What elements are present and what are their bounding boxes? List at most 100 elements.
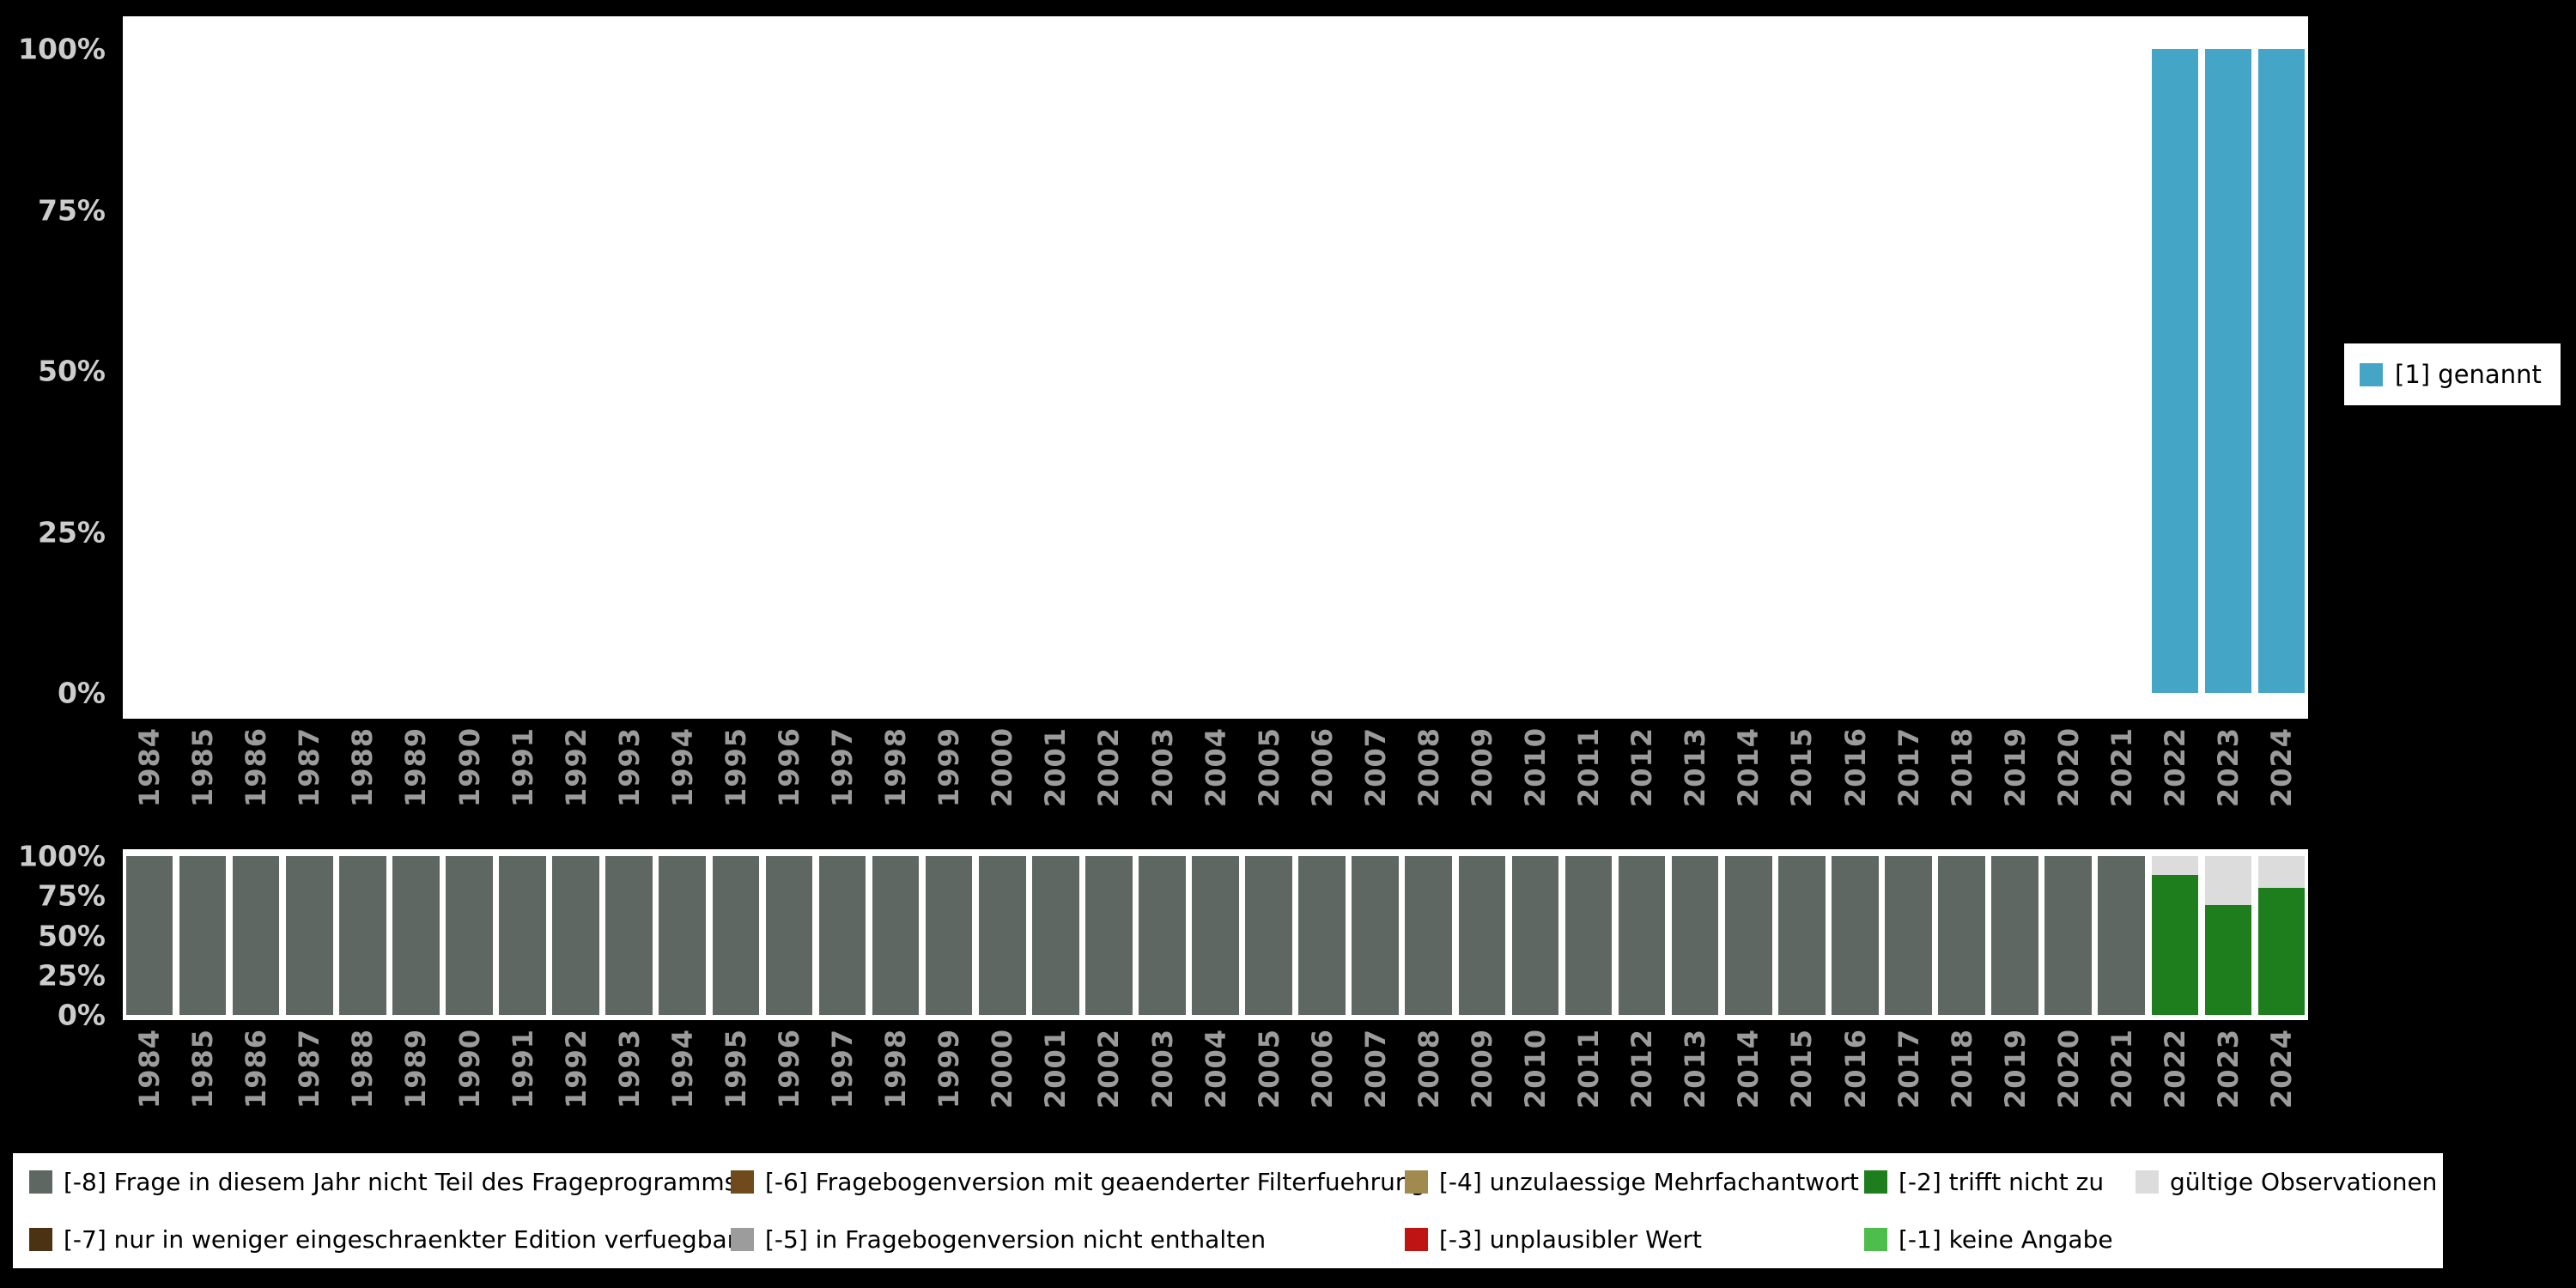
x-tick-2015: 2015 (1775, 727, 1828, 832)
x-tick-label: 2000 (986, 1029, 1019, 1109)
x-tick-label: 2017 (1892, 1029, 1925, 1109)
bar-segment-2007-miss8 (1352, 856, 1400, 1015)
x-tick-2010: 2010 (1509, 727, 1562, 832)
x-tick-1989: 1989 (389, 727, 442, 832)
legend-item: gültige Observationen (2136, 1168, 2443, 1196)
x-tick-label: 1995 (719, 727, 752, 808)
bar-segment-2005-miss8 (1245, 856, 1292, 1015)
x-tick-2013: 2013 (1668, 1029, 1722, 1133)
legend-label: [-1] keine Angabe (1899, 1225, 2113, 1254)
x-tick-1988: 1988 (336, 1029, 389, 1133)
x-tick-1996: 1996 (762, 727, 816, 832)
x-tick-2016: 2016 (1829, 727, 1882, 832)
x-tick-2003: 2003 (1135, 727, 1188, 832)
x-tick-label: 1995 (719, 1029, 752, 1109)
x-tick-2008: 2008 (1402, 1029, 1455, 1133)
x-tick-label: 1996 (772, 727, 805, 808)
x-tick-1998: 1998 (869, 1029, 922, 1133)
x-tick-2002: 2002 (1082, 727, 1135, 832)
y-tick-label: 100% (18, 32, 106, 66)
legend-label: [-8] Frage in diesem Jahr nicht Teil des… (64, 1168, 738, 1196)
x-tick-2019: 2019 (1989, 1029, 2042, 1133)
bar-segment-1998-miss8 (872, 856, 920, 1015)
x-tick-1986: 1986 (229, 727, 283, 832)
x-tick-label: 2016 (1838, 727, 1872, 808)
x-tick-1997: 1997 (816, 1029, 869, 1133)
x-tick-label: 2022 (2159, 1029, 2191, 1109)
x-tick-1997: 1997 (816, 727, 869, 832)
bar-segment-1996-miss8 (765, 856, 813, 1015)
x-tick-2001: 2001 (1029, 727, 1082, 832)
x-tick-2003: 2003 (1135, 1029, 1188, 1133)
x-tick-label: 1993 (612, 1029, 646, 1109)
bar-segment-1990-miss8 (446, 856, 493, 1015)
missing-codes-legend: [-8] Frage in diesem Jahr nicht Teil des… (13, 1153, 2443, 1268)
legend-swatch (731, 1170, 754, 1194)
bottom-chart-plot (123, 849, 2308, 1020)
series-legend: [1] genannt (2344, 343, 2561, 405)
genannt-legend-swatch (2360, 362, 2383, 386)
x-tick-label: 1984 (133, 727, 167, 808)
legend-swatch (29, 1170, 52, 1194)
x-tick-label: 2018 (1945, 1029, 1978, 1109)
x-tick-label: 2023 (2212, 727, 2245, 808)
x-tick-1993: 1993 (603, 727, 656, 832)
bar-segment-1987-miss8 (285, 856, 333, 1015)
x-tick-2007: 2007 (1349, 727, 1402, 832)
bar-segment-1994-miss8 (659, 856, 707, 1015)
x-tick-label: 2007 (1358, 727, 1392, 808)
x-tick-2023: 2023 (2202, 1029, 2255, 1133)
x-tick-label: 2022 (2159, 727, 2191, 808)
legend-label: [-7] nur in weniger eingeschraenkter Edi… (64, 1225, 738, 1254)
bar-segment-1985-miss8 (179, 856, 227, 1015)
bottom-chart-y-axis: 100% 75% 50% 25% 0% (0, 842, 114, 1030)
x-tick-label: 2008 (1412, 727, 1445, 808)
x-tick-label: 2015 (1785, 727, 1819, 808)
bar-segment-2023-genannt (2204, 49, 2252, 693)
y-tick-label: 100% (18, 839, 106, 873)
x-tick-label: 2020 (2051, 1029, 2085, 1109)
legend-item: [-1] keine Angabe (1864, 1225, 2136, 1254)
legend-item: [-4] unzulaessige Mehrfachantwort (1405, 1168, 1864, 1196)
x-tick-label: 2006 (1305, 1029, 1339, 1109)
bar-segment-2011-miss8 (1564, 856, 1613, 1015)
x-tick-label: 2005 (1252, 727, 1285, 808)
x-tick-label: 1990 (453, 727, 486, 808)
bar-segment-1992-miss8 (552, 856, 599, 1015)
x-tick-label: 2014 (1732, 1029, 1765, 1109)
x-tick-label: 1997 (826, 1029, 860, 1109)
x-tick-2006: 2006 (1296, 727, 1349, 832)
x-tick-1988: 1988 (336, 727, 389, 832)
x-tick-label: 2003 (1145, 727, 1179, 808)
x-tick-label: 2015 (1785, 1029, 1819, 1109)
x-tick-2018: 2018 (1935, 1029, 1989, 1133)
x-tick-2012: 2012 (1615, 727, 1668, 832)
legend-item: [-5] in Fragebogenversion nicht enthalte… (731, 1225, 1405, 1254)
bar-segment-2018-miss8 (1938, 856, 1985, 1015)
bar-segment-1993-miss8 (605, 856, 653, 1015)
bar-segment-2017-miss8 (1885, 856, 1932, 1015)
x-tick-label: 1998 (879, 727, 913, 808)
x-tick-label: 1988 (346, 1029, 380, 1109)
bar-segment-2014-miss8 (1724, 856, 1772, 1015)
top-chart-y-axis: 100% 75% 50% 25% 0% (0, 35, 114, 708)
x-tick-2017: 2017 (1882, 1029, 1935, 1133)
x-tick-label: 2013 (1679, 727, 1712, 808)
x-tick-label: 2012 (1625, 727, 1659, 808)
x-tick-label: 2023 (2212, 1029, 2245, 1109)
x-tick-label: 1992 (559, 727, 592, 808)
x-tick-label: 2007 (1358, 1029, 1392, 1109)
x-tick-2017: 2017 (1882, 727, 1935, 832)
x-tick-label: 2009 (1465, 1029, 1498, 1109)
x-tick-1993: 1993 (603, 1029, 656, 1133)
y-tick-label: 50% (38, 354, 106, 388)
bar-segment-1988-miss8 (339, 856, 386, 1015)
x-tick-2012: 2012 (1615, 1029, 1668, 1133)
top-chart-bar-area (123, 49, 2308, 693)
x-tick-1985: 1985 (176, 1029, 229, 1133)
genannt-legend-label: [1] genannt (2395, 360, 2542, 389)
bar-segment-1989-miss8 (392, 856, 440, 1015)
x-tick-2011: 2011 (1562, 1029, 1615, 1133)
x-tick-2013: 2013 (1668, 727, 1722, 832)
